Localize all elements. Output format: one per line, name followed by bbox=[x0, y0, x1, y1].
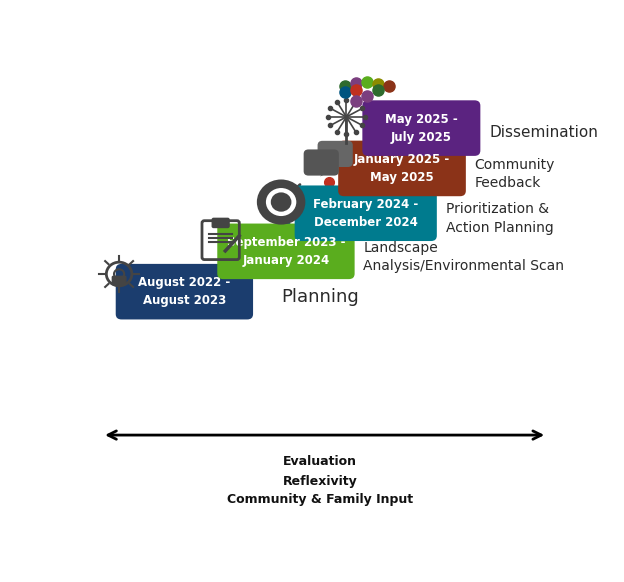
FancyBboxPatch shape bbox=[212, 218, 229, 228]
Polygon shape bbox=[334, 162, 343, 167]
Text: September 2023 -
January 2024: September 2023 - January 2024 bbox=[227, 236, 345, 267]
Text: Community & Family Input: Community & Family Input bbox=[227, 492, 413, 506]
Circle shape bbox=[265, 187, 298, 217]
Text: Community
Feedback: Community Feedback bbox=[474, 158, 555, 190]
FancyBboxPatch shape bbox=[217, 223, 354, 279]
Circle shape bbox=[272, 193, 290, 211]
Text: Reflexivity: Reflexivity bbox=[283, 475, 357, 488]
Text: August 2022 -
August 2023: August 2022 - August 2023 bbox=[139, 276, 230, 307]
FancyBboxPatch shape bbox=[295, 186, 437, 241]
Circle shape bbox=[258, 180, 305, 223]
Text: Landscape
Analysis/Environmental Scan: Landscape Analysis/Environmental Scan bbox=[363, 240, 564, 273]
Text: Planning: Planning bbox=[281, 289, 359, 307]
FancyBboxPatch shape bbox=[112, 276, 126, 285]
Text: Dissemination: Dissemination bbox=[489, 125, 598, 140]
Text: May 2025 -
July 2025: May 2025 - July 2025 bbox=[385, 112, 458, 144]
FancyBboxPatch shape bbox=[363, 100, 480, 156]
FancyBboxPatch shape bbox=[115, 264, 253, 320]
FancyBboxPatch shape bbox=[318, 141, 353, 167]
FancyBboxPatch shape bbox=[338, 141, 466, 196]
Text: February 2024 -
December 2024: February 2024 - December 2024 bbox=[313, 198, 418, 229]
Text: Evaluation: Evaluation bbox=[283, 456, 357, 469]
Text: January 2025 -
May 2025: January 2025 - May 2025 bbox=[354, 153, 450, 184]
Polygon shape bbox=[320, 171, 332, 176]
Text: Prioritization &
Action Planning: Prioritization & Action Planning bbox=[446, 203, 553, 235]
FancyBboxPatch shape bbox=[304, 150, 339, 176]
